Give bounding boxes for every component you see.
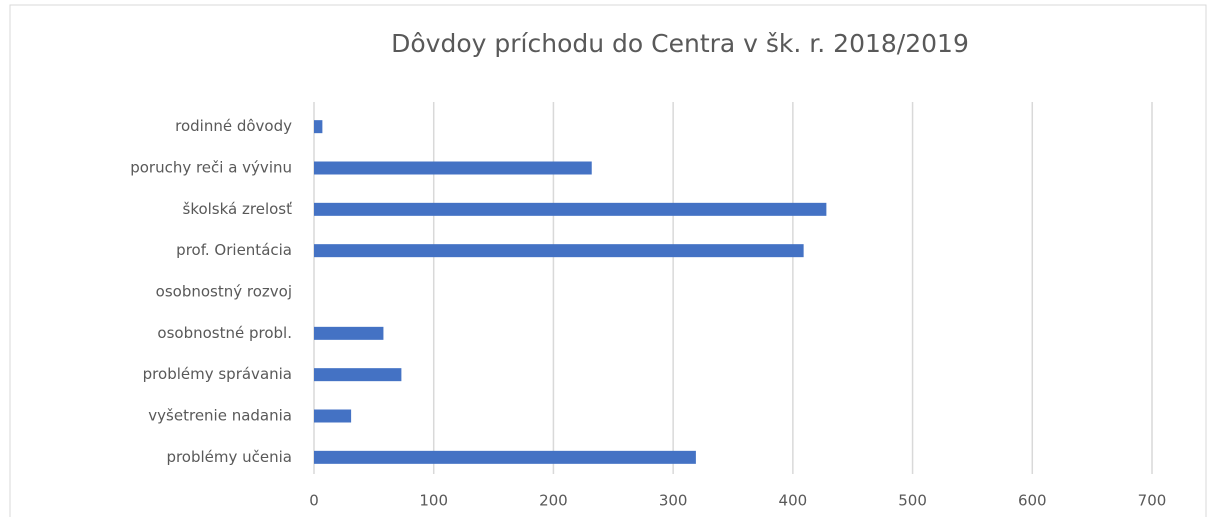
x-tick-label: 300 xyxy=(659,492,688,510)
bar xyxy=(314,368,402,382)
y-tick-label: školská zrelosť xyxy=(183,200,293,218)
x-tick-label: 400 xyxy=(779,492,808,510)
x-tick-label: 0 xyxy=(309,492,319,510)
y-tick-label: problémy správania xyxy=(143,365,292,383)
bar xyxy=(314,161,592,175)
y-tick-label: problémy učenia xyxy=(166,448,292,466)
bar xyxy=(314,409,352,423)
x-tick-label: 100 xyxy=(419,492,448,510)
x-tick-label: 700 xyxy=(1138,492,1167,510)
y-tick-label: poruchy reči a vývinu xyxy=(130,159,292,177)
x-tick-label: 200 xyxy=(539,492,568,510)
bar xyxy=(314,120,323,134)
bar xyxy=(314,326,384,340)
bar xyxy=(314,450,696,464)
chart-frame xyxy=(9,4,1207,517)
y-tick-label: osobnostný rozvoj xyxy=(156,283,292,301)
y-tick-label: vyšetrenie nadania xyxy=(148,407,292,425)
y-tick-label: osobnostné probl. xyxy=(157,324,292,342)
x-tick-label: 500 xyxy=(898,492,927,510)
x-tick-label: 600 xyxy=(1018,492,1047,510)
chart-title: Dôvdoy príchodu do Centra v šk. r. 2018/… xyxy=(391,29,969,58)
y-tick-label: prof. Orientácia xyxy=(176,241,292,259)
bar xyxy=(314,202,827,216)
y-tick-label: rodinné dôvody xyxy=(175,117,292,135)
bar xyxy=(314,244,804,258)
